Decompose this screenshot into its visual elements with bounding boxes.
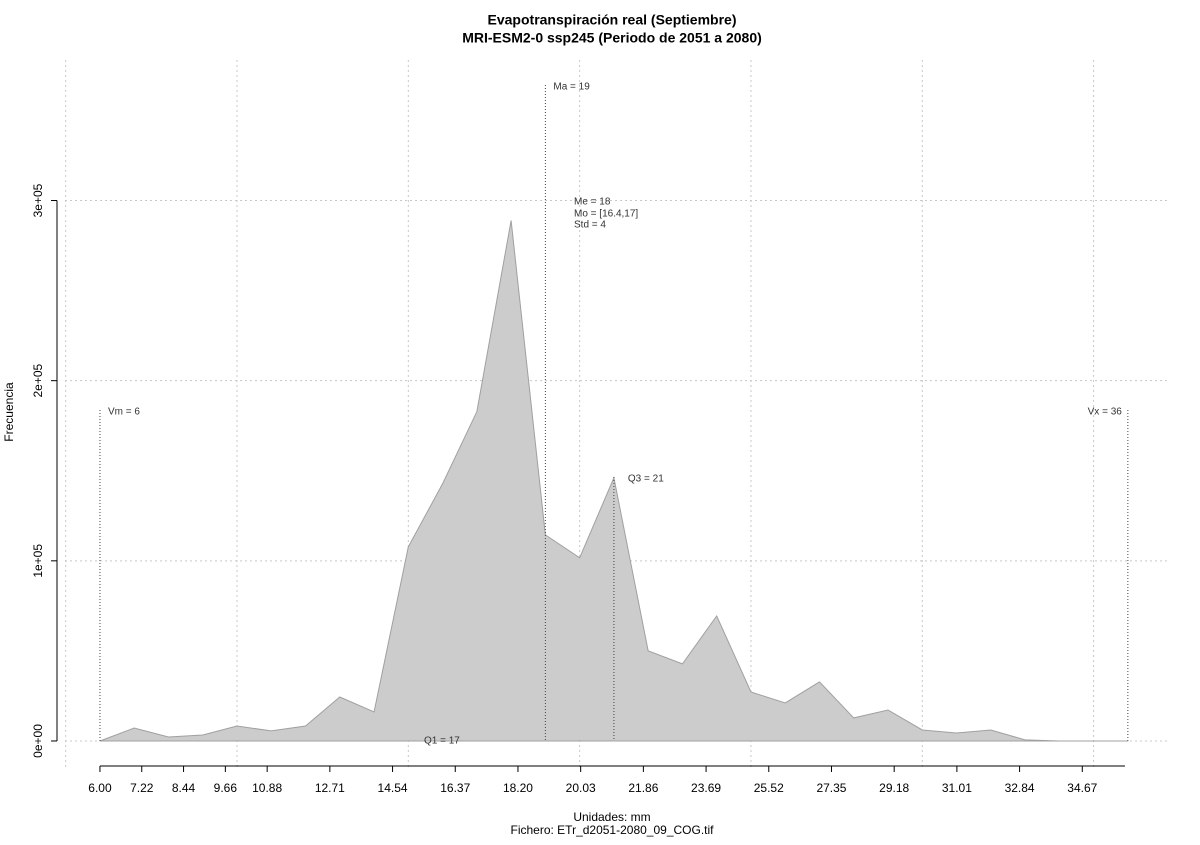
x-tick-label: 7.22 xyxy=(130,781,154,795)
chart-title: Evapotranspiración real (Septiembre) xyxy=(488,12,737,28)
stat-annotation: Std = 4 xyxy=(574,220,606,231)
x-tick-label: 34.67 xyxy=(1067,781,1097,795)
y-tick-label: 3e+05 xyxy=(31,183,45,217)
stat-annotation: Q1 = 17 xyxy=(424,736,460,747)
x-tick-label: 14.54 xyxy=(378,781,408,795)
stat-annotation: Me = 18 xyxy=(574,197,611,208)
x-tick-label: 31.01 xyxy=(942,781,972,795)
x-tick-label: 9.66 xyxy=(214,781,238,795)
x-tick-label: 25.52 xyxy=(754,781,784,795)
x-axis-label: Unidades: mm xyxy=(573,810,650,824)
x-tick-label: 29.18 xyxy=(879,781,909,795)
x-tick-label: 18.20 xyxy=(503,781,533,795)
y-tick-label: 2e+05 xyxy=(31,363,45,397)
footer: Fichero: ETr_d2051-2080_09_COG.tif xyxy=(511,823,715,837)
x-tick-label: 23.69 xyxy=(691,781,721,795)
stat-label: Vx = 36 xyxy=(1088,407,1123,418)
y-axis-label: Frecuencia xyxy=(2,382,16,442)
stat-label: Q3 = 21 xyxy=(628,474,664,485)
x-tick-label: 20.03 xyxy=(566,781,596,795)
x-tick-label: 21.86 xyxy=(628,781,658,795)
x-tick-label: 27.35 xyxy=(816,781,846,795)
stat-label: Ma = 19 xyxy=(553,82,590,93)
y-tick-label: 1e+05 xyxy=(31,544,45,578)
stat-label: Vm = 6 xyxy=(108,407,140,418)
x-tick-label: 16.37 xyxy=(440,781,470,795)
x-tick-label: 6.00 xyxy=(88,781,112,795)
x-tick-label: 8.44 xyxy=(172,781,196,795)
chart-subtitle: MRI-ESM2-0 ssp245 (Periodo de 2051 a 208… xyxy=(462,30,762,46)
x-tick-label: 12.71 xyxy=(315,781,345,795)
stat-annotation: Mo = [16.4,17] xyxy=(574,209,638,220)
x-tick-label: 10.88 xyxy=(252,781,282,795)
y-tick-label: 0e+00 xyxy=(31,724,45,758)
x-tick-label: 32.84 xyxy=(1005,781,1035,795)
